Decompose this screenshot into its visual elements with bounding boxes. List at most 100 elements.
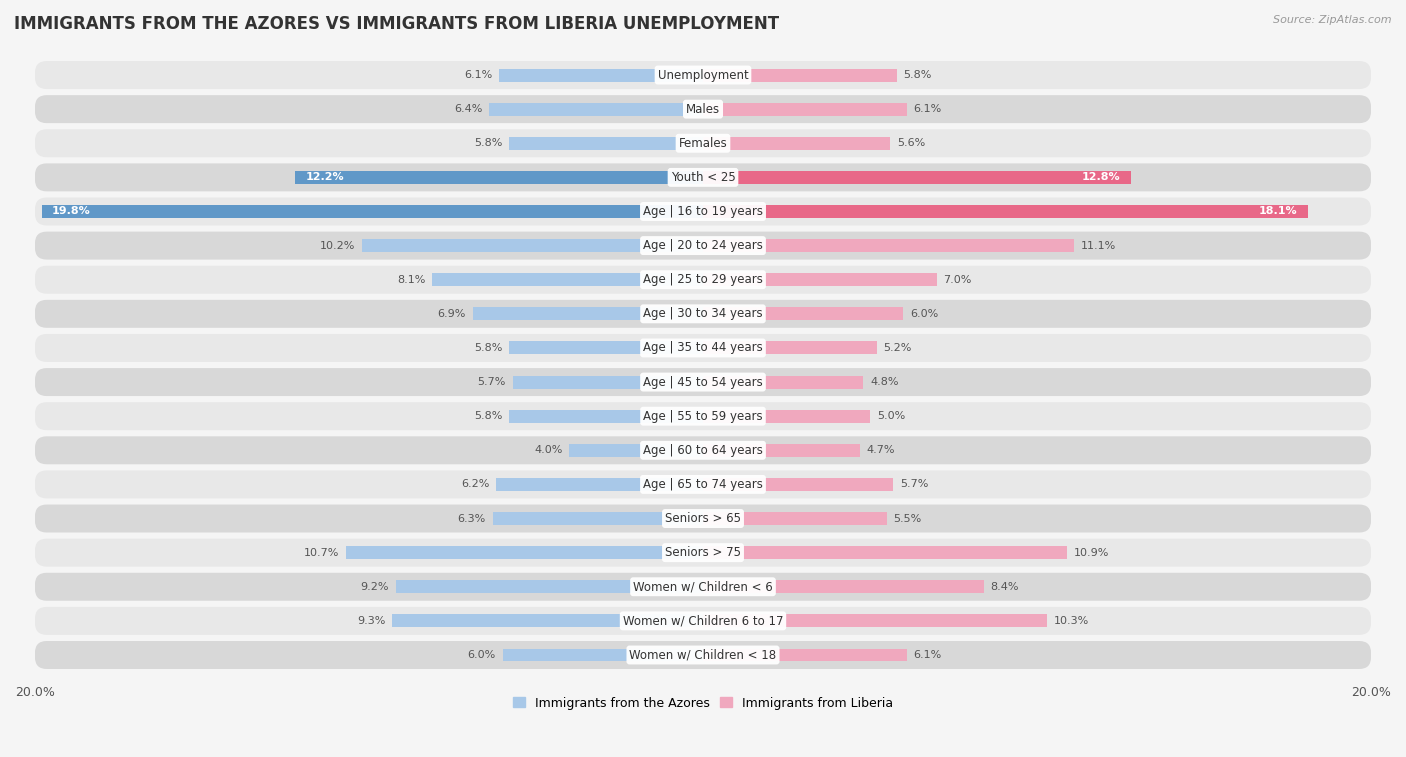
Text: 6.9%: 6.9% [437, 309, 465, 319]
Bar [346, 546, 703, 559]
Text: 7.0%: 7.0% [943, 275, 972, 285]
Bar [703, 581, 984, 593]
Text: 4.7%: 4.7% [866, 445, 896, 455]
Text: 9.2%: 9.2% [360, 582, 389, 592]
Text: 8.1%: 8.1% [398, 275, 426, 285]
Text: 5.8%: 5.8% [474, 411, 502, 421]
Text: 6.3%: 6.3% [457, 513, 486, 524]
Text: 4.8%: 4.8% [870, 377, 898, 387]
Bar [363, 239, 703, 252]
Text: 18.1%: 18.1% [1258, 207, 1298, 217]
Text: 5.0%: 5.0% [877, 411, 905, 421]
Bar [703, 205, 1308, 218]
Bar [703, 341, 877, 354]
Bar [703, 171, 1130, 184]
Text: Women w/ Children < 6: Women w/ Children < 6 [633, 581, 773, 593]
Text: 5.2%: 5.2% [883, 343, 911, 353]
Text: Seniors > 75: Seniors > 75 [665, 546, 741, 559]
FancyBboxPatch shape [35, 402, 1371, 430]
Text: Seniors > 65: Seniors > 65 [665, 512, 741, 525]
FancyBboxPatch shape [35, 573, 1371, 601]
Text: Women w/ Children 6 to 17: Women w/ Children 6 to 17 [623, 615, 783, 628]
Text: Age | 20 to 24 years: Age | 20 to 24 years [643, 239, 763, 252]
Text: Age | 35 to 44 years: Age | 35 to 44 years [643, 341, 763, 354]
Bar [492, 512, 703, 525]
Bar [295, 171, 703, 184]
Bar [509, 341, 703, 354]
Text: 6.1%: 6.1% [914, 104, 942, 114]
FancyBboxPatch shape [35, 95, 1371, 123]
Text: 5.8%: 5.8% [474, 343, 502, 353]
Text: 11.1%: 11.1% [1080, 241, 1116, 251]
Legend: Immigrants from the Azores, Immigrants from Liberia: Immigrants from the Azores, Immigrants f… [508, 692, 898, 715]
FancyBboxPatch shape [35, 232, 1371, 260]
Bar [489, 103, 703, 116]
Text: Source: ZipAtlas.com: Source: ZipAtlas.com [1274, 15, 1392, 25]
Text: 6.1%: 6.1% [464, 70, 492, 80]
FancyBboxPatch shape [35, 436, 1371, 464]
Text: 6.2%: 6.2% [461, 479, 489, 490]
Bar [395, 581, 703, 593]
Bar [569, 444, 703, 456]
FancyBboxPatch shape [35, 539, 1371, 567]
Bar [496, 478, 703, 491]
Bar [392, 615, 703, 628]
Text: Age | 55 to 59 years: Age | 55 to 59 years [643, 410, 763, 422]
Text: 5.8%: 5.8% [474, 139, 502, 148]
Text: Youth < 25: Youth < 25 [671, 171, 735, 184]
Text: 8.4%: 8.4% [990, 582, 1019, 592]
Text: 10.7%: 10.7% [304, 547, 339, 558]
Bar [499, 69, 703, 82]
FancyBboxPatch shape [35, 61, 1371, 89]
Text: 5.7%: 5.7% [900, 479, 928, 490]
Bar [513, 375, 703, 388]
Bar [703, 546, 1067, 559]
Text: 6.0%: 6.0% [910, 309, 938, 319]
Bar [703, 444, 860, 456]
Text: 5.7%: 5.7% [478, 377, 506, 387]
Text: 12.2%: 12.2% [305, 173, 344, 182]
Bar [509, 410, 703, 422]
FancyBboxPatch shape [35, 607, 1371, 635]
FancyBboxPatch shape [35, 334, 1371, 362]
Text: 6.1%: 6.1% [914, 650, 942, 660]
Bar [502, 649, 703, 662]
Bar [703, 273, 936, 286]
FancyBboxPatch shape [35, 198, 1371, 226]
Bar [703, 307, 904, 320]
Bar [703, 69, 897, 82]
Text: 5.5%: 5.5% [893, 513, 922, 524]
Bar [703, 410, 870, 422]
Bar [703, 615, 1047, 628]
Text: 5.8%: 5.8% [904, 70, 932, 80]
Text: IMMIGRANTS FROM THE AZORES VS IMMIGRANTS FROM LIBERIA UNEMPLOYMENT: IMMIGRANTS FROM THE AZORES VS IMMIGRANTS… [14, 15, 779, 33]
Bar [509, 137, 703, 150]
FancyBboxPatch shape [35, 505, 1371, 532]
Text: 9.3%: 9.3% [357, 616, 385, 626]
FancyBboxPatch shape [35, 164, 1371, 192]
Text: Age | 25 to 29 years: Age | 25 to 29 years [643, 273, 763, 286]
Text: Males: Males [686, 103, 720, 116]
Bar [703, 375, 863, 388]
FancyBboxPatch shape [35, 300, 1371, 328]
Bar [433, 273, 703, 286]
Bar [703, 512, 887, 525]
Text: 6.0%: 6.0% [468, 650, 496, 660]
FancyBboxPatch shape [35, 368, 1371, 396]
Bar [703, 103, 907, 116]
Bar [703, 239, 1074, 252]
Text: 4.0%: 4.0% [534, 445, 562, 455]
Text: Age | 16 to 19 years: Age | 16 to 19 years [643, 205, 763, 218]
Text: 6.4%: 6.4% [454, 104, 482, 114]
FancyBboxPatch shape [35, 129, 1371, 157]
Text: 19.8%: 19.8% [52, 207, 90, 217]
FancyBboxPatch shape [35, 641, 1371, 669]
Text: Age | 45 to 54 years: Age | 45 to 54 years [643, 375, 763, 388]
Text: 5.6%: 5.6% [897, 139, 925, 148]
Bar [703, 478, 893, 491]
FancyBboxPatch shape [35, 470, 1371, 498]
FancyBboxPatch shape [35, 266, 1371, 294]
Text: 10.9%: 10.9% [1074, 547, 1109, 558]
Bar [703, 649, 907, 662]
Text: 12.8%: 12.8% [1081, 173, 1121, 182]
